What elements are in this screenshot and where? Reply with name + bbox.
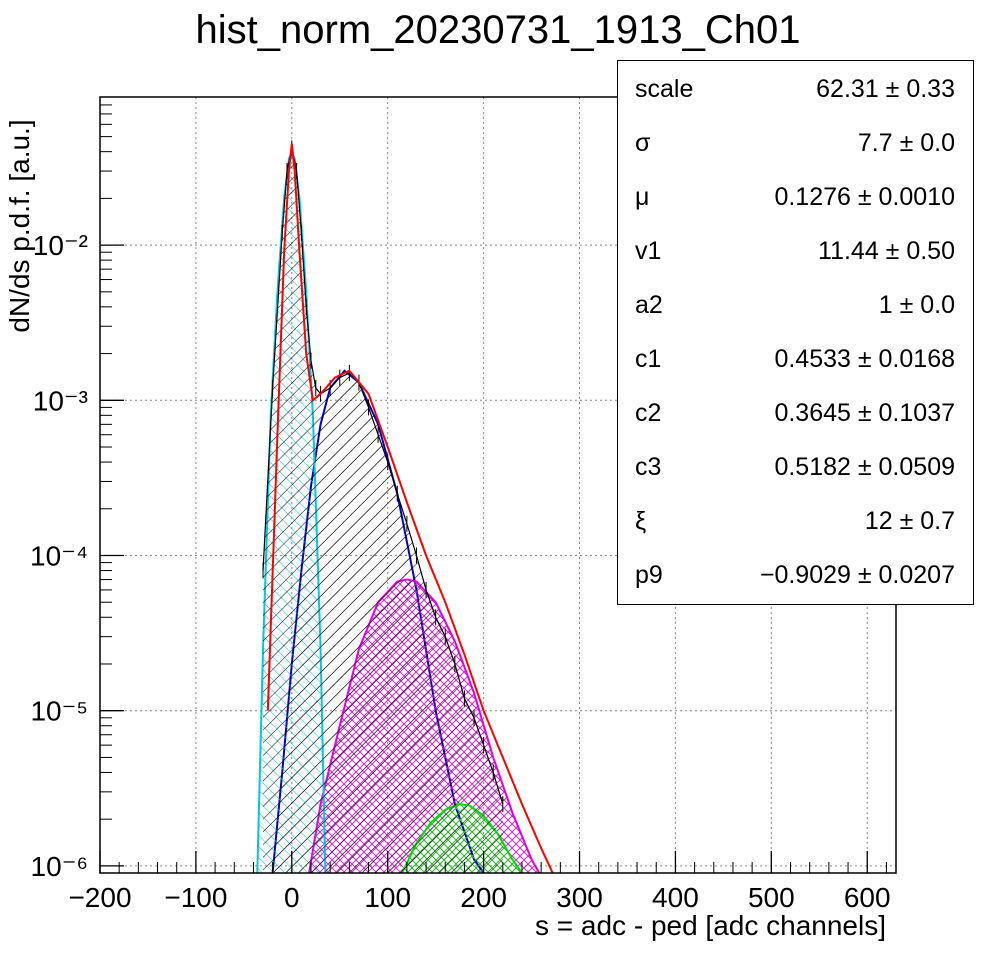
y-axis-label: dN/ds p.d.f. [a.u.]: [4, 119, 35, 333]
stats-row: scale 62.31 ± 0.33: [618, 61, 973, 115]
histogram-line: [262, 148, 504, 805]
y-tick-label: 10⁻⁶: [31, 851, 88, 882]
stats-param-value: 11.44 ± 0.50: [818, 237, 955, 265]
stats-param-value: 0.3645 ± 0.1037: [774, 399, 955, 427]
x-tick-label: 400: [652, 882, 699, 913]
x-tick-label: 200: [460, 882, 507, 913]
stats-param-value: 0.4533 ± 0.0168: [774, 345, 955, 373]
stats-row: p9 −0.9029 ± 0.0207: [618, 547, 973, 601]
total_fit-line: [266, 143, 554, 873]
y-tick-label: 10⁻⁵: [30, 696, 88, 727]
stats-param-value: 0.1276 ± 0.0010: [774, 183, 955, 211]
stats-row: c1 0.4533 ± 0.0168: [618, 331, 973, 385]
x-tick-label: −100: [164, 882, 227, 913]
stats-row: c3 0.5182 ± 0.0509: [618, 439, 973, 493]
x-tick-label: 300: [556, 882, 603, 913]
stats-param-name: ξ: [635, 507, 647, 535]
stats-param-name: c2: [635, 399, 662, 427]
stats-row: μ 0.1276 ± 0.0010: [618, 169, 973, 223]
y-tick-label: 10⁻³: [33, 385, 88, 416]
x-axis-label: s = adc - ped [adc channels]: [535, 910, 886, 941]
stats-param-value: 1 ± 0.0: [878, 291, 955, 319]
stats-row: v1 11.44 ± 0.50: [618, 223, 973, 277]
stats-param-name: μ: [635, 183, 650, 211]
stats-param-value: −0.9029 ± 0.0207: [759, 561, 955, 589]
stats-param-name: v1: [635, 237, 662, 265]
stats-param-name: scale: [635, 75, 694, 103]
chart-title: hist_norm_20230731_1913_Ch01: [195, 8, 801, 52]
x-tick-label: 500: [748, 882, 795, 913]
x-tick-label: 0: [284, 882, 300, 913]
stats-row: a2 1 ± 0.0: [618, 277, 973, 331]
stats-param-value: 62.31 ± 0.33: [816, 75, 955, 103]
y-tick-label: 10⁻⁴: [30, 540, 88, 571]
x-tick-label: −200: [68, 882, 131, 913]
x-tick-label: 100: [364, 882, 411, 913]
stats-param-name: σ: [635, 129, 651, 157]
stats-row: c2 0.3645 ± 0.1037: [618, 385, 973, 439]
stats-param-value: 0.5182 ± 0.0509: [774, 453, 955, 481]
stats-param-name: c1: [635, 345, 662, 373]
stats-param-value: 7.7 ± 0.0: [857, 129, 955, 157]
stats-param-value: 12 ± 0.7: [864, 507, 955, 535]
histogram-fill: [263, 148, 503, 873]
stats-param-name: p9: [635, 561, 663, 589]
stats-row: σ 7.7 ± 0.0: [618, 115, 973, 169]
stats-box: scale 62.31 ± 0.33 σ 7.7 ± 0.0 μ 0.1276 ± 0.0…: [617, 60, 974, 605]
y-tick-label: 10⁻²: [33, 230, 88, 261]
x-tick-label: 600: [844, 882, 891, 913]
stats-row: ξ 12 ± 0.7: [618, 493, 973, 547]
stats-param-name: a2: [635, 291, 663, 319]
stats-param-name: c3: [635, 453, 662, 481]
